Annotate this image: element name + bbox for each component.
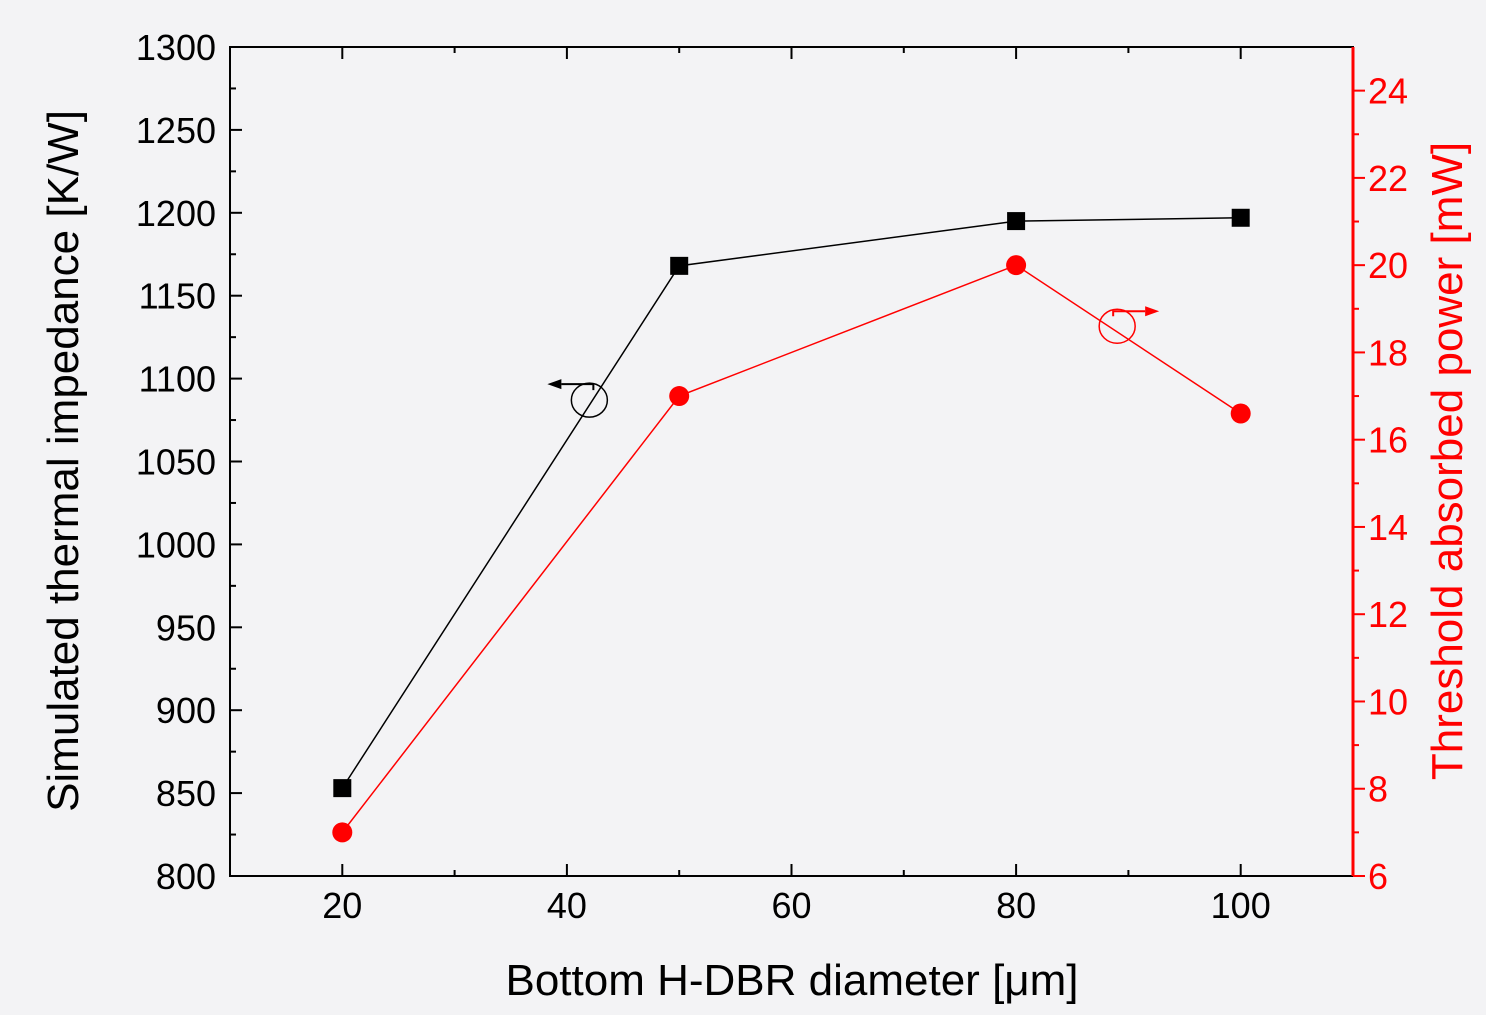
right-y-tick-label: 6 [1368,856,1388,897]
left-y-axis: 800 850 900 950 1000 1050 1100 1150 1200 1250 1300 [136,27,242,897]
series-0-line [341,217,1241,789]
left-y-tick-label: 1050 [136,442,216,483]
series-1-point [1006,255,1027,276]
x-axis-label: Bottom H-DBR diameter [μm] [505,956,1078,1005]
right-y-tick-label: 12 [1368,594,1408,635]
series-1-point [1230,403,1251,424]
right-y-tick-label: 10 [1368,681,1408,722]
left-y-tick-label: 1150 [139,276,216,317]
series-0-point [1007,212,1026,231]
indicator-circle [1098,308,1136,344]
x-tick-label: 80 [996,885,1036,926]
left-y-axis-label: Simulated thermal impedance [K/W] [39,110,88,812]
right-y-tick-label: 8 [1368,769,1388,810]
left-y-tick-label: 1200 [136,193,216,234]
right-y-tick-label: 14 [1368,507,1408,548]
x-tick-label: 40 [547,885,587,926]
indicator-circle [570,382,609,418]
x-axis: 20 40 60 80 100 [322,47,1271,926]
left-y-tick-label: 1100 [139,359,216,400]
x-tick-label: 100 [1211,885,1271,926]
left-y-tick-label: 850 [156,773,216,814]
series-0-point [670,256,689,275]
right-y-tick-label: 18 [1368,332,1408,373]
left-y-tick-label: 950 [156,607,216,648]
left-y-tick-label: 1300 [136,27,216,68]
x-tick-label: 20 [322,885,362,926]
indicator-arrow-shaft [1112,310,1146,317]
left-y-tick-label: 800 [156,856,216,897]
indicator-arrow-head [547,379,562,390]
left-y-tick-label: 1000 [136,524,216,565]
left-y-tick-label: 900 [156,690,216,731]
right-y-tick-label: 16 [1368,420,1408,461]
plot-frame [229,46,1354,877]
right-y-axis-label: Threshold absorbed power [mW] [1423,142,1472,780]
indicator-arrow-shaft [561,383,595,391]
series-1-point [669,386,690,407]
right-y-tick-label: 24 [1368,71,1408,112]
right-y-axis: 6 8 10 12 14 16 18 20 22 24 [1353,71,1408,897]
series-0-point [1231,208,1250,227]
right-y-tick-label: 20 [1368,245,1408,286]
series-layer [332,208,1251,843]
series-0-point [333,779,352,798]
series-1-point [332,822,353,843]
series-1-line [341,264,1242,833]
x-tick-label: 60 [771,885,811,926]
indicator-arrow-head [1145,306,1160,317]
annotations [547,306,1160,418]
right-y-tick-label: 22 [1368,158,1408,199]
left-y-tick-label: 1250 [136,110,216,151]
